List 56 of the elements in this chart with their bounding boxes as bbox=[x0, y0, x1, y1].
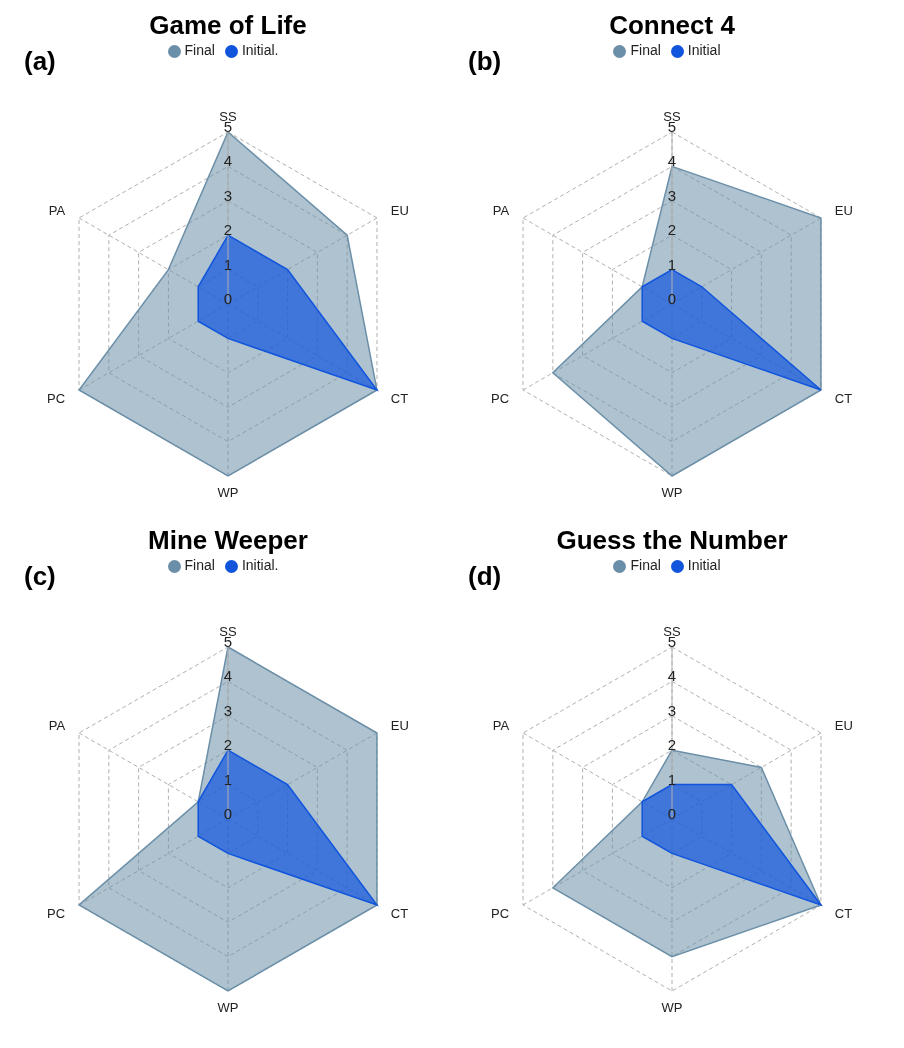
legend-label: Final bbox=[184, 557, 215, 573]
spoke-label: EU bbox=[834, 717, 853, 733]
y-tick-label: 3 bbox=[223, 701, 233, 719]
y-tick-label: 1 bbox=[667, 255, 677, 273]
spoke-label: PC bbox=[491, 390, 510, 406]
chart-title: Mine Weeper bbox=[147, 524, 309, 557]
legend-label: Initial bbox=[687, 42, 721, 58]
legend-label: Initial. bbox=[241, 42, 279, 58]
y-tick-label: 4 bbox=[667, 152, 677, 170]
spoke-label: PC bbox=[491, 905, 510, 921]
chart-title: Connect 4 bbox=[608, 9, 736, 42]
spoke-label: WP bbox=[217, 484, 239, 500]
legend-label: Final bbox=[184, 42, 215, 58]
spoke-label: PA bbox=[492, 202, 510, 218]
legend-label: Final bbox=[630, 42, 661, 58]
spoke-label: EU bbox=[834, 202, 853, 218]
chart-title: Guess the Number bbox=[555, 524, 789, 557]
text: (d) bbox=[468, 561, 502, 592]
text: (b) bbox=[468, 46, 502, 77]
y-tick-label: 3 bbox=[667, 186, 677, 204]
spoke-label: WP bbox=[661, 999, 683, 1015]
y-tick-label: 0 bbox=[223, 290, 233, 307]
chart-title: Game of Life bbox=[148, 9, 308, 42]
y-tick-label: 4 bbox=[223, 667, 233, 685]
spoke-label: EU bbox=[390, 717, 409, 733]
text: (a) bbox=[24, 46, 56, 77]
y-tick-label: 0 bbox=[667, 805, 677, 822]
y-tick-label: 4 bbox=[223, 152, 233, 170]
y-tick-label: 1 bbox=[667, 770, 677, 788]
spoke-label: PA bbox=[48, 717, 66, 733]
y-tick-label: 2 bbox=[667, 221, 677, 239]
legend-label: Initial bbox=[687, 557, 721, 573]
spoke-label: WP bbox=[661, 484, 683, 500]
spoke-label: PC bbox=[47, 390, 66, 406]
legend-label: Final bbox=[630, 557, 661, 573]
spoke-label: CT bbox=[834, 390, 853, 406]
spoke-label: CT bbox=[390, 905, 409, 921]
spoke-label: PC bbox=[47, 905, 66, 921]
spoke-label: WP bbox=[217, 999, 239, 1015]
text: (c) bbox=[24, 561, 56, 592]
y-tick-label: 2 bbox=[223, 221, 233, 239]
y-tick-label: 1 bbox=[223, 255, 233, 273]
y-tick-label: 0 bbox=[667, 290, 677, 307]
spoke-label: EU bbox=[390, 202, 409, 218]
y-tick-label: 3 bbox=[667, 701, 677, 719]
spoke-label: PA bbox=[48, 202, 66, 218]
y-tick-label: 4 bbox=[667, 667, 677, 685]
y-tick-label: 1 bbox=[223, 770, 233, 788]
spoke-label: PA bbox=[492, 717, 510, 733]
y-tick-label: 0 bbox=[223, 805, 233, 822]
legend-label: Initial. bbox=[241, 557, 279, 573]
spoke-label: CT bbox=[834, 905, 853, 921]
spoke-label: CT bbox=[390, 390, 409, 406]
y-tick-label: 2 bbox=[223, 736, 233, 754]
y-tick-label: 2 bbox=[667, 736, 677, 754]
y-tick-label: 3 bbox=[223, 186, 233, 204]
